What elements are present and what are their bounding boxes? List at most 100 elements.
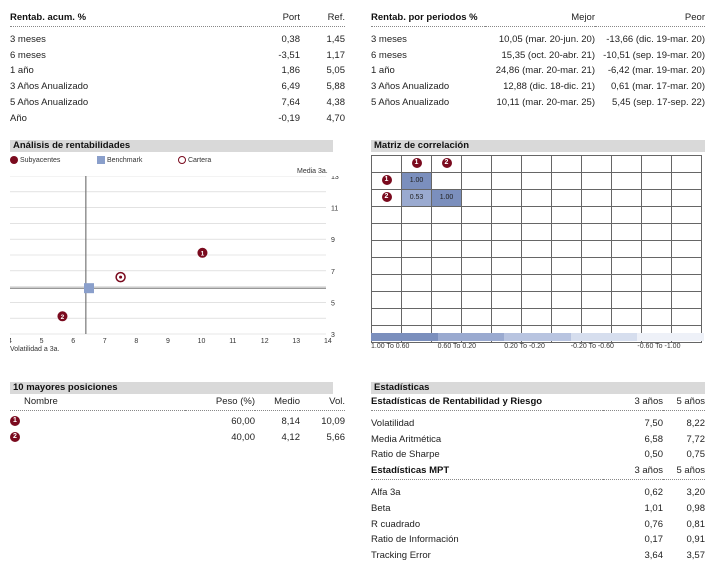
col-peso: Peso (%) <box>215 396 255 407</box>
matrix-cell <box>461 291 492 309</box>
table-row: Media Aritmética 6,58 7,72 <box>371 433 705 445</box>
matrix-cell <box>491 257 522 275</box>
x-tick-label: 4 <box>10 338 12 345</box>
matrix-cell <box>551 189 582 207</box>
matrix-cell <box>371 206 402 224</box>
matrix-header-badge: 1 <box>411 158 422 169</box>
matrix-cell <box>461 172 492 190</box>
matrix-cell <box>611 223 642 241</box>
matrix-cell <box>641 308 672 326</box>
matrix-cell <box>491 240 522 258</box>
matrix-cell <box>551 308 582 326</box>
table-row: 3 meses 0,38 1,45 <box>10 33 345 45</box>
matrix-cell <box>551 223 582 241</box>
legend-label: -0.20 To -0.60 <box>570 343 614 350</box>
matrix-cell <box>641 189 672 207</box>
matrix-cell <box>431 206 462 224</box>
matrix-row-badge: 1 <box>381 175 392 186</box>
matrix-cell <box>521 257 552 275</box>
matrix-row <box>371 291 702 309</box>
x-tick-label: 10 <box>198 338 206 345</box>
matrix-cell <box>521 155 552 173</box>
matrix-cell <box>521 274 552 292</box>
y-tick-label: 7 <box>331 269 335 276</box>
matrix-cell <box>461 155 492 173</box>
legend-swatch <box>504 333 571 341</box>
analisis-legend: Subyacentes Benchmark Cartera <box>10 156 340 166</box>
matrix-cell <box>521 189 552 207</box>
matrix-cell <box>581 155 612 173</box>
matrix-cell: 1.00 <box>401 172 432 190</box>
subyacentes-icon <box>10 156 18 164</box>
rentab-acum-table: Rentab. acum. % Port Ref. 3 meses 0,38 1,4… <box>10 10 345 127</box>
subyacente-point-label: 2 <box>61 314 65 321</box>
matrix-cell <box>371 274 402 292</box>
matrix-cell <box>521 308 552 326</box>
y-axis-label: Media 3a. <box>297 168 328 175</box>
benchmark-point <box>84 283 94 294</box>
matrix-cell <box>671 206 702 224</box>
correlation-matrix: 1 2 1 1.00 2 0.53 1.00 <box>371 155 702 343</box>
table-row: Ratio de Sharpe 0,50 0,75 <box>371 449 705 461</box>
legend-swatch <box>570 333 638 341</box>
matrix-cell <box>581 274 612 292</box>
table-row: R cuadrado 0,76 0,81 <box>371 518 705 530</box>
matrix-cell <box>551 257 582 275</box>
scatter-chart: 131197534567891011121314Volatilidad a 3a… <box>10 176 339 353</box>
col-mejor: Mejor <box>571 12 595 23</box>
matrix-cell <box>431 308 462 326</box>
table-row: 2 40,00 4,12 5,66 <box>10 430 345 446</box>
x-tick-label: 11 <box>229 338 236 345</box>
subyacente-point-label: 1 <box>201 250 205 257</box>
matrix-cell <box>491 274 522 292</box>
matrix-cell <box>641 291 672 309</box>
matrix-cell <box>611 206 642 224</box>
matrix-cell: 2 <box>431 155 462 173</box>
table-row: 6 meses -3,51 1,17 <box>10 49 345 61</box>
matrix-cell <box>401 206 432 224</box>
matrix-cell <box>671 189 702 207</box>
matrix-row: 2 0.53 1.00 <box>371 189 702 207</box>
correlation-grid: 1 2 1 1.00 2 0.53 1.00 <box>371 155 702 343</box>
table-row: 3 meses 10,05 (mar. 20-jun. 20) -13,66 (di… <box>371 33 705 45</box>
legend-cartera: Cartera <box>178 156 211 164</box>
matrix-cell <box>671 257 702 275</box>
estadisticas-title: Estadísticas <box>371 382 705 394</box>
matrix-cell <box>581 172 612 190</box>
matrix-cell <box>491 308 522 326</box>
x-tick-label: 6 <box>71 338 75 345</box>
matrix-row <box>371 257 702 275</box>
table-row: Volatilidad 7,50 8,22 <box>371 417 705 429</box>
subyacente-point <box>197 247 208 258</box>
matrix-cell <box>611 240 642 258</box>
legend-color-bar <box>371 333 704 341</box>
matrix-cell <box>611 189 642 207</box>
table-row: Alfa 3a 0,62 3,20 <box>371 486 705 498</box>
matrix-cell <box>431 223 462 241</box>
matrix-row <box>371 223 702 241</box>
matrix-cell <box>551 206 582 224</box>
x-tick-label: 13 <box>292 338 300 345</box>
y-tick-label: 3 <box>331 332 335 339</box>
matrix-cell <box>401 308 432 326</box>
table-row: 5 Años Anualizado 7,64 4,38 <box>10 96 345 108</box>
matrix-cell <box>641 172 672 190</box>
matrix-cell <box>671 291 702 309</box>
matrix-cell <box>461 223 492 241</box>
table-row: 1 60,00 8,14 10,09 <box>10 414 345 430</box>
matrix-cell <box>581 257 612 275</box>
benchmark-icon <box>97 156 105 164</box>
matrix-cell <box>401 274 432 292</box>
legend-label: 0.20 To -0.20 <box>504 343 545 350</box>
matrix-cell <box>551 274 582 292</box>
matrix-cell: 2 <box>371 189 402 207</box>
legend-label: 1.00 To 0.60 <box>371 343 410 350</box>
matrix-header-badge: 2 <box>441 158 452 169</box>
matrix-cell: 1.00 <box>431 189 462 207</box>
y-tick-label: 5 <box>331 300 335 307</box>
matrix-cell <box>581 291 612 309</box>
matrix-cell: 1 <box>371 172 402 190</box>
matrix-cell <box>611 308 642 326</box>
table-row: Beta 1,01 0,98 <box>371 502 705 514</box>
